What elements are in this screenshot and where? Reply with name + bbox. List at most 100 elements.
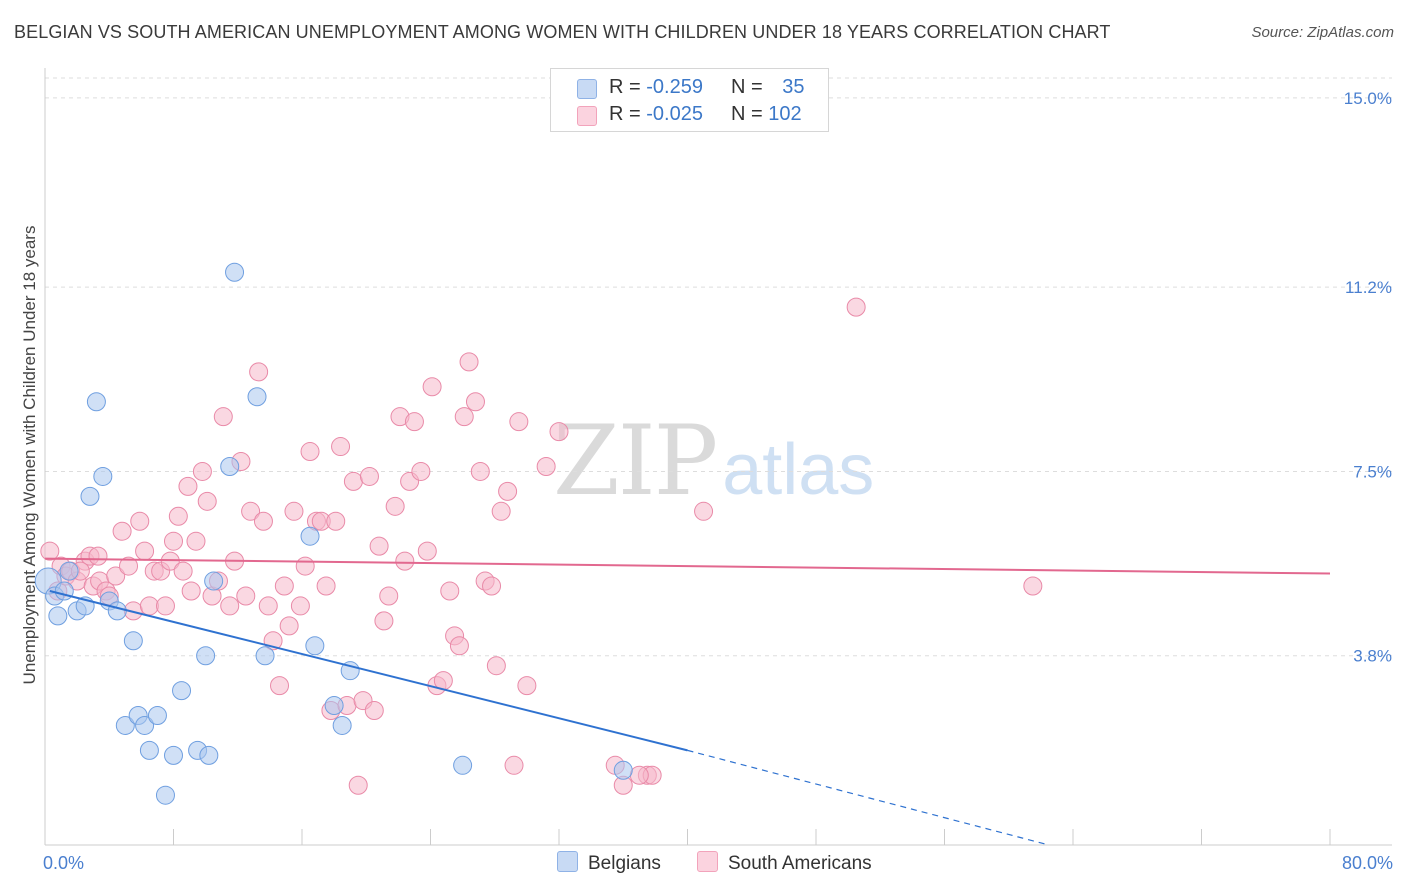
legend-r-south-americans: R = -0.025 — [609, 103, 703, 126]
legend-swatch-south-americans — [577, 106, 597, 126]
south-american-point — [295, 556, 315, 576]
x-tick-label: 80.0% — [1342, 853, 1393, 873]
south-american-point — [1023, 576, 1043, 596]
belgian-point — [204, 571, 224, 591]
trend-lines — [44, 557, 1331, 846]
belgian-point — [300, 526, 320, 546]
south-american-point — [482, 576, 502, 596]
tick-labels: 3.8% 7.5% 11.2% 15.0% 0.0% 80.0% — [43, 89, 1393, 873]
south-american-point — [220, 596, 240, 616]
south-american-point — [491, 501, 511, 521]
y-tick-label: 15.0% — [1344, 89, 1392, 108]
south-american-point — [40, 541, 60, 561]
south-american-point — [440, 581, 460, 601]
belgian-point — [155, 785, 175, 805]
legend-n-label: N = — [731, 103, 769, 125]
belgian-point — [164, 745, 183, 765]
south-american-point — [374, 611, 394, 631]
belgian-point — [247, 387, 267, 407]
south-american-point — [258, 596, 278, 616]
axes — [44, 68, 1392, 846]
south-american-point — [694, 501, 714, 521]
belgian-point — [324, 696, 344, 716]
south-american-point — [135, 541, 155, 561]
points-south-americans — [40, 297, 1043, 795]
belgian-point — [172, 681, 192, 701]
bottom-legend-belgians: Belgians — [557, 851, 661, 875]
south-american-point — [241, 501, 261, 521]
south-american-point — [88, 546, 108, 566]
south-american-point — [846, 297, 866, 317]
legend-n-label: N = — [731, 76, 769, 98]
belgian-point — [107, 601, 127, 621]
south-american-point — [249, 362, 269, 382]
south-american-point — [454, 407, 474, 427]
south-american-point — [186, 531, 206, 551]
south-american-point — [192, 461, 212, 481]
legend-r-belgians: R = -0.259 — [609, 76, 703, 99]
south-american-point — [213, 407, 233, 427]
south-american-point — [517, 676, 537, 696]
south-american-point — [270, 676, 290, 696]
south-american-point — [422, 377, 442, 397]
legend-row-belgians: R = -0.259 N = 35 — [551, 74, 828, 101]
belgians-trend-line — [49, 590, 688, 752]
south-american-point — [331, 437, 351, 457]
south-american-point — [164, 531, 183, 551]
legend-r-label: R = — [609, 76, 647, 98]
legend-r-label: R = — [609, 103, 647, 125]
bottom-legend-swatch-belgians — [557, 851, 578, 872]
south-american-point — [509, 412, 529, 432]
south-american-point — [465, 392, 485, 412]
south-american-point — [168, 506, 188, 526]
south-american-point — [173, 561, 193, 581]
belgian-point — [115, 715, 135, 735]
x-tick-label: 0.0% — [43, 853, 84, 873]
belgian-point — [147, 706, 167, 726]
belgian-point — [86, 392, 106, 412]
south-american-point — [112, 521, 132, 541]
belgian-point — [453, 755, 473, 775]
south-american-point — [348, 775, 368, 795]
south-american-point — [459, 352, 479, 372]
belgian-point — [613, 760, 633, 780]
legend-r-value: -0.259 — [646, 76, 703, 98]
south-american-point — [316, 576, 336, 596]
belgian-point — [93, 466, 113, 486]
south-american-point — [236, 586, 256, 606]
belgian-point — [255, 646, 275, 666]
grid-lines — [45, 77, 1392, 657]
south-american-point — [139, 596, 159, 616]
belgian-point — [139, 740, 159, 760]
south-american-point — [369, 536, 389, 556]
south-american-point — [130, 511, 150, 531]
south-american-point — [404, 412, 424, 432]
south-american-point — [197, 491, 217, 511]
south-american-point — [411, 461, 431, 481]
legend-swatch-belgians — [577, 79, 597, 99]
chart-title: BELGIAN VS SOUTH AMERICAN UNEMPLOYMENT A… — [14, 22, 1111, 42]
bottom-legend-label-south-americans: South Americans — [728, 853, 872, 874]
south-american-point — [253, 511, 273, 531]
south-american-point — [326, 511, 346, 531]
correlation-legend: R = -0.259 N = 35 R = -0.025 N = 102 — [550, 68, 829, 132]
south-american-point — [155, 596, 175, 616]
south-american-point — [106, 566, 126, 586]
south-american-point — [379, 586, 399, 606]
belgian-point — [80, 486, 100, 506]
belgian-point — [305, 636, 325, 656]
belgian-point — [123, 631, 143, 651]
south-american-point — [119, 556, 139, 576]
south-american-point — [364, 701, 384, 721]
south-american-point — [300, 442, 320, 462]
south-american-point — [181, 581, 201, 601]
legend-n-south-americans: N = 102 — [731, 103, 802, 126]
south-american-point — [498, 481, 518, 501]
belgian-point — [48, 606, 68, 626]
legend-n-belgians: N = 35 — [731, 76, 805, 99]
south-american-point — [629, 765, 649, 785]
south-american-point — [486, 656, 506, 676]
south-american-point — [549, 422, 569, 442]
belgians-trend-extension — [687, 749, 1050, 846]
belgian-point — [59, 561, 79, 581]
